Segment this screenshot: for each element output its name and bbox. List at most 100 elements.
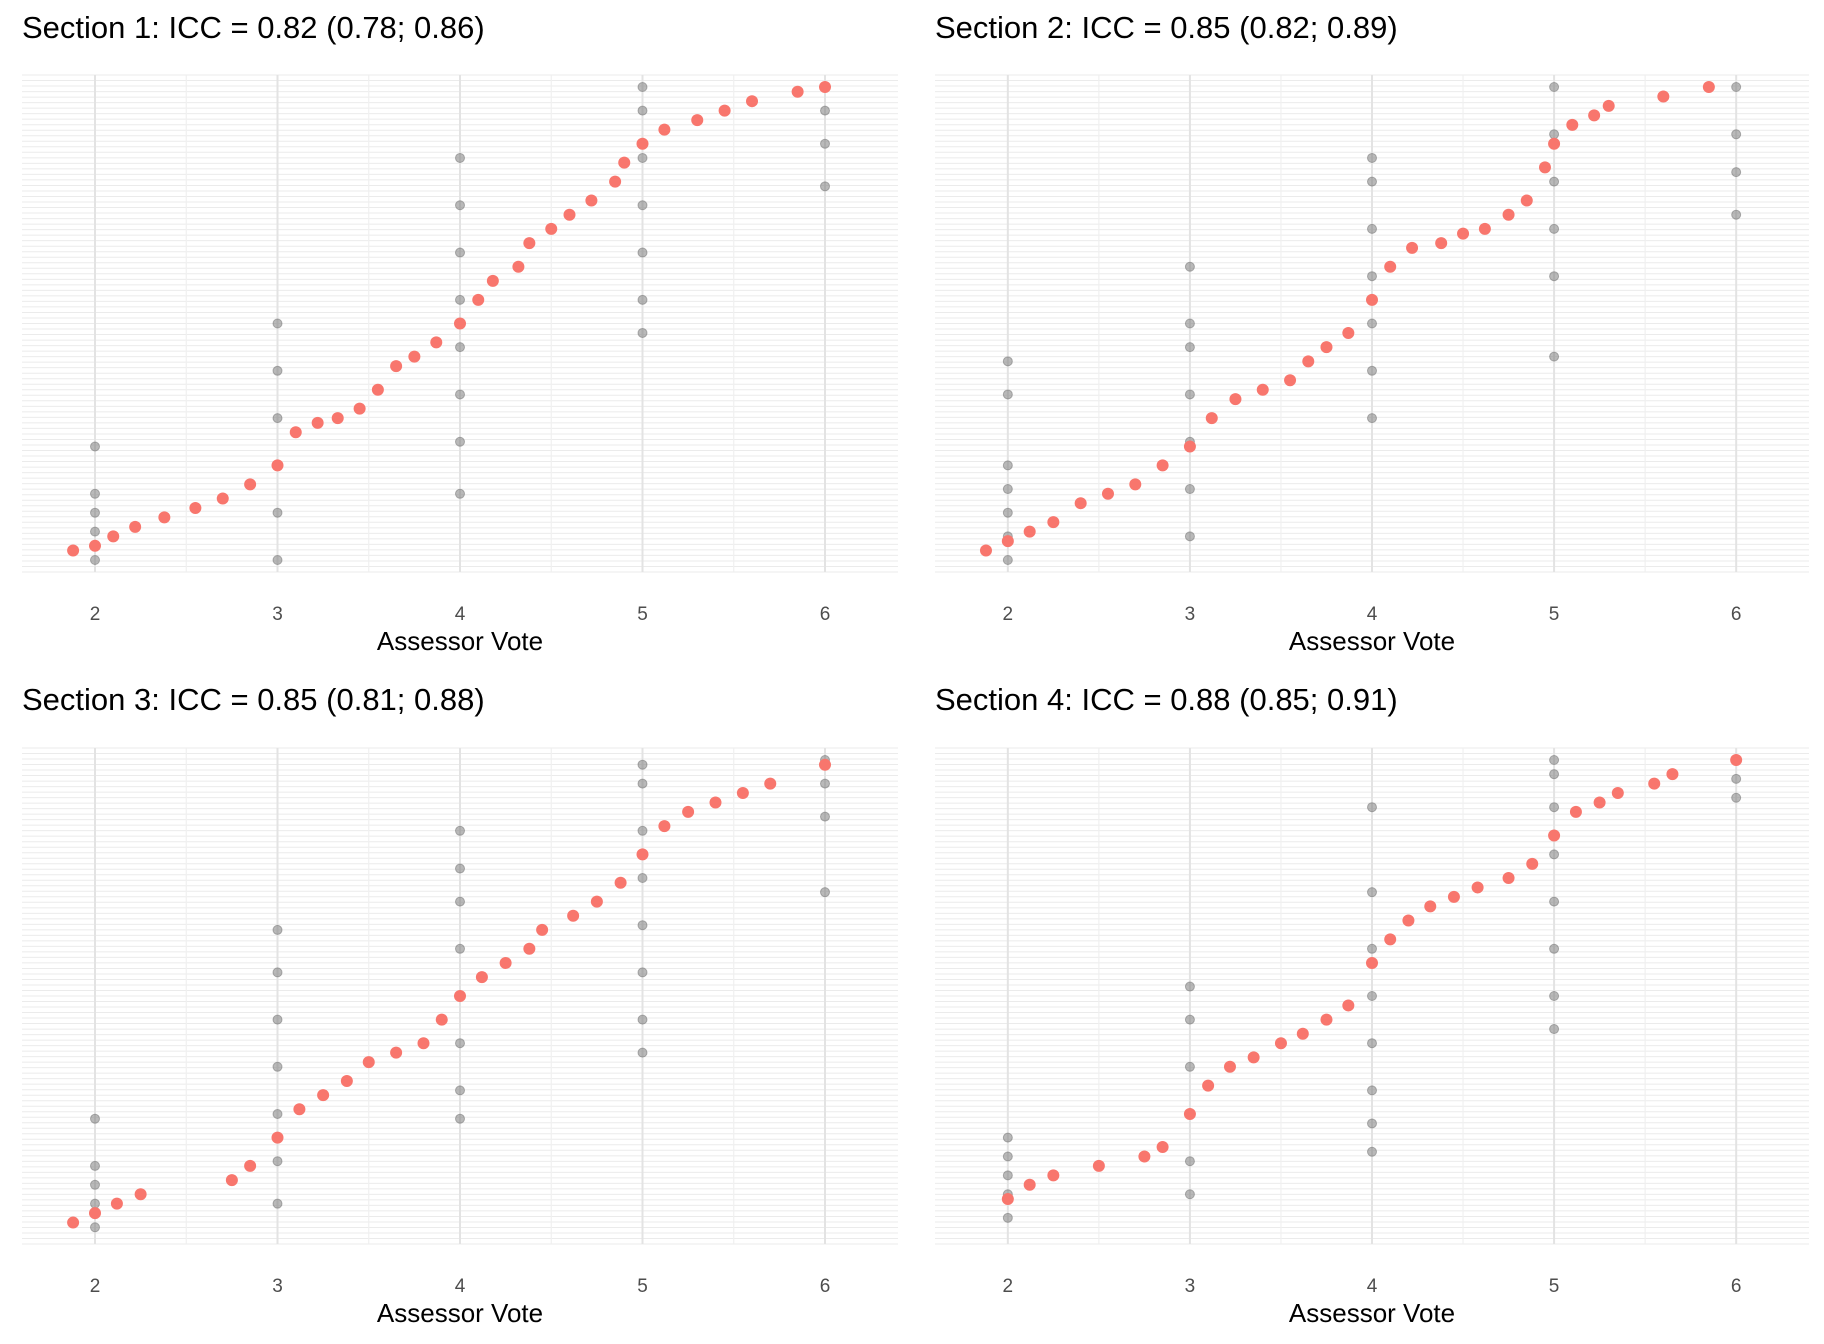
data-point-red [764, 777, 777, 790]
data-point-red [408, 350, 421, 363]
data-point-gray [272, 507, 283, 518]
data-point-gray [1731, 82, 1742, 92]
data-point-gray [1184, 342, 1195, 353]
data-point-gray [1367, 887, 1377, 898]
x-tick-label: 3 [1185, 1276, 1196, 1297]
data-point-gray [1549, 991, 1560, 1001]
data-point-gray [90, 507, 100, 518]
data-point-red [1183, 1108, 1196, 1120]
data-point-red [1047, 516, 1060, 529]
data-point-red [536, 923, 549, 936]
data-point-gray [637, 778, 648, 789]
data-point-gray [637, 152, 648, 163]
chart-title: Section 1: ICC = 0.82 (0.78; 0.86) [22, 10, 485, 45]
data-point-red [1342, 326, 1355, 339]
data-point-gray [455, 943, 465, 954]
data-point-red [1657, 90, 1670, 103]
data-point-gray [637, 327, 648, 338]
data-point-red [1284, 374, 1297, 387]
data-point-gray [1731, 792, 1742, 803]
data-point-red [1320, 1013, 1333, 1026]
data-point-red [1129, 478, 1142, 491]
data-point-red [523, 237, 536, 250]
data-point-gray [1367, 802, 1377, 813]
data-point-red [1520, 194, 1533, 207]
data-point-red [1502, 208, 1515, 221]
x-tick-labels: 2 3 4 5 6 [90, 604, 831, 625]
data-point-gray [1367, 365, 1377, 376]
data-point-gray [1002, 1132, 1013, 1143]
data-point-gray [1002, 555, 1013, 565]
data-point-gray [455, 152, 465, 163]
data-points [1001, 754, 1743, 1223]
data-point-red [1023, 1178, 1036, 1191]
data-points [979, 81, 1742, 565]
data-point-red [1001, 535, 1014, 548]
data-point-red [340, 1074, 353, 1087]
x-tick-label: 2 [90, 1276, 101, 1297]
chart-title: Section 3: ICC = 0.85 (0.81; 0.88) [22, 682, 485, 717]
data-point-gray [1549, 223, 1560, 234]
data-point-gray [1002, 1170, 1013, 1181]
x-tick-label: 5 [637, 604, 648, 625]
data-point-gray [1549, 943, 1560, 954]
series-mean-votes [979, 81, 1715, 557]
data-point-gray [1367, 271, 1377, 282]
series-assessor-votes [90, 755, 830, 1233]
data-point-gray [272, 1156, 283, 1167]
data-point-red [1247, 1051, 1260, 1064]
data-point-red [189, 501, 202, 514]
data-point-red [331, 412, 344, 425]
data-point-gray [1549, 129, 1560, 140]
data-point-red [1229, 393, 1242, 406]
data-point-red [512, 260, 525, 273]
data-point-red [271, 459, 284, 472]
data-point-gray [455, 200, 465, 211]
data-point-red [390, 360, 403, 373]
data-point-red [609, 175, 622, 188]
data-point-red [1256, 383, 1269, 396]
data-point-gray [1184, 531, 1195, 542]
series-mean-votes [67, 81, 831, 557]
x-tick-label: 4 [455, 1276, 466, 1297]
data-point-gray [637, 247, 648, 258]
data-point-gray [455, 825, 465, 836]
data-point-red [271, 1131, 284, 1144]
data-point-gray [455, 389, 465, 400]
data-point-gray [1184, 389, 1195, 400]
data-point-gray [1184, 318, 1195, 329]
data-point-gray [272, 967, 283, 978]
data-point-gray [90, 1160, 100, 1171]
data-point-red [746, 95, 758, 108]
data-point-red [1648, 777, 1661, 790]
x-tick-label: 5 [1549, 604, 1560, 625]
data-point-gray [637, 825, 648, 836]
x-tick-label: 6 [820, 1276, 831, 1297]
data-point-red [614, 876, 627, 889]
data-point-gray [455, 342, 465, 353]
data-point-gray [820, 138, 830, 149]
data-point-gray [272, 413, 283, 424]
x-tick-label: 2 [1003, 604, 1014, 625]
data-points [67, 81, 831, 565]
data-point-red [718, 104, 731, 117]
data-point-gray [820, 105, 830, 116]
data-point-red [1447, 890, 1460, 903]
data-point-gray [1549, 769, 1560, 780]
data-point-gray [637, 920, 648, 931]
data-point-gray [272, 1014, 283, 1025]
panel-section-4: Section 4: ICC = 0.88 (0.85; 0.91) 2 3 4… [935, 682, 1809, 1328]
data-point-red [658, 123, 671, 136]
data-point-gray [455, 294, 465, 305]
data-point-gray [637, 105, 648, 116]
data-point-red [1457, 227, 1470, 240]
data-point-gray [1549, 896, 1560, 907]
data-point-gray [1731, 773, 1742, 784]
data-point-gray [455, 863, 465, 874]
x-tick-label: 6 [1731, 604, 1742, 625]
data-point-red [417, 1037, 430, 1050]
data-point-red [1074, 497, 1087, 510]
data-point-gray [90, 1179, 100, 1190]
data-point-gray [90, 1198, 100, 1209]
data-point-gray [272, 924, 283, 935]
